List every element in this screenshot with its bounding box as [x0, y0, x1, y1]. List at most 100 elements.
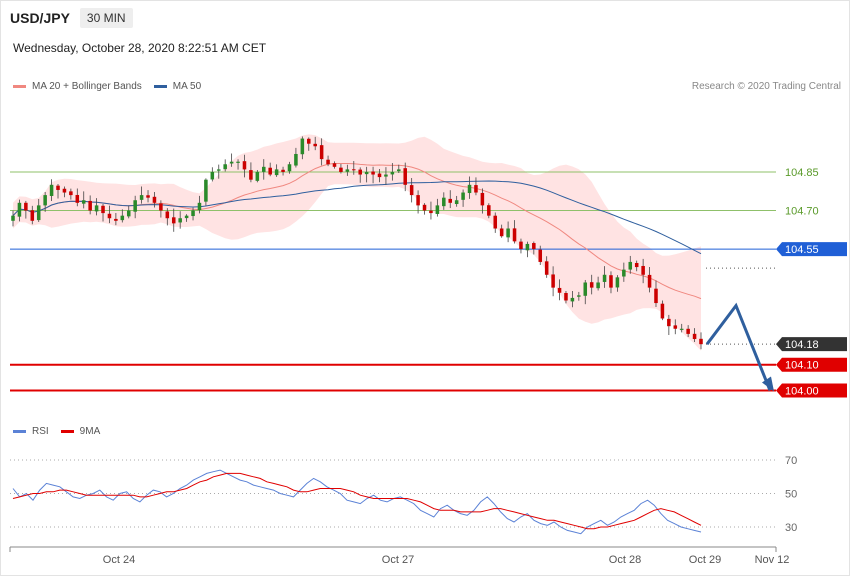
- candle-body: [165, 211, 170, 219]
- candle-body: [268, 167, 272, 175]
- candle-body: [249, 170, 253, 180]
- candle-body: [313, 143, 317, 147]
- candle-body: [364, 171, 369, 175]
- candle-body: [397, 169, 401, 172]
- candle-body: [88, 200, 92, 211]
- candle-body: [577, 295, 581, 297]
- x-tick-label: Oct 29: [689, 554, 721, 566]
- candle-body: [583, 282, 588, 296]
- rsi-legend: RSI 9MA: [13, 426, 112, 437]
- level-tag-104-18: [776, 337, 847, 352]
- level-label-104-55: 104.55: [785, 244, 819, 256]
- candle-body: [300, 138, 305, 155]
- candle-body: [43, 195, 47, 206]
- legend-swatch-rsi: [13, 430, 26, 433]
- level-tag-104-10: [776, 357, 847, 372]
- level-tag-104-00: [776, 383, 847, 398]
- legend-item-rsi: RSI: [13, 426, 49, 437]
- legend-label-9ma: 9MA: [79, 426, 101, 437]
- legend-label-ma50: MA 50: [172, 81, 202, 92]
- candle-body: [81, 200, 86, 204]
- level-label-104-85: 104.85: [785, 167, 819, 179]
- candle-body: [146, 195, 150, 198]
- x-tick-label: Oct 24: [103, 554, 135, 566]
- candle-body: [24, 202, 28, 211]
- candle-body: [442, 197, 446, 207]
- candle-body: [184, 215, 189, 219]
- legend-swatch-9ma: [60, 430, 74, 433]
- candle-body: [114, 218, 118, 221]
- candle-body: [107, 213, 112, 219]
- candle-body: [30, 210, 35, 221]
- candle-body: [319, 145, 324, 160]
- x-tick-label: Oct 27: [382, 554, 414, 566]
- candle-body: [332, 163, 337, 167]
- legend-swatch-ma20: [13, 85, 26, 88]
- legend-swatch-ma50: [153, 85, 167, 88]
- rsi-tick-label-50: 50: [785, 489, 797, 501]
- candle-body: [551, 274, 555, 288]
- candle-body: [126, 210, 131, 217]
- candle-body: [532, 243, 536, 250]
- candle-body: [557, 287, 562, 293]
- candle-body: [371, 171, 375, 175]
- forecast-arrowhead: [762, 376, 774, 392]
- chart-header: USD/JPY 30 MIN: [10, 7, 133, 29]
- candle-body: [390, 171, 395, 175]
- candle-body: [242, 161, 247, 170]
- candle-body: [615, 277, 620, 288]
- timestamp: Wednesday, October 28, 2020 8:22:51 AM C…: [13, 41, 267, 55]
- ma50-line: [12, 180, 702, 255]
- candle-body: [274, 169, 279, 176]
- candle-body: [647, 274, 652, 288]
- candle-body: [429, 210, 433, 214]
- candle-body: [679, 328, 684, 330]
- candle-body: [94, 205, 99, 212]
- candle-body: [467, 184, 472, 194]
- candle-body: [223, 164, 227, 170]
- candle-body: [589, 282, 594, 288]
- candle-body: [62, 188, 67, 193]
- candle-body: [17, 202, 22, 217]
- legend-item-9ma: 9MA: [60, 426, 101, 437]
- candle-body: [686, 328, 690, 334]
- candle-body: [673, 325, 678, 329]
- candle-body: [377, 173, 382, 178]
- candle-body: [525, 243, 530, 251]
- level-label-104-10: 104.10: [785, 360, 819, 372]
- candle-body: [416, 195, 420, 206]
- candle-body: [474, 185, 478, 193]
- bollinger-band-area: [13, 134, 701, 351]
- candle-body: [628, 261, 633, 270]
- rsi-tick-label-70: 70: [785, 455, 797, 467]
- candle-body: [512, 228, 517, 242]
- candle-body: [191, 210, 195, 217]
- timeframe-button[interactable]: 30 MIN: [79, 8, 133, 28]
- candle-body: [538, 249, 543, 262]
- candle-body: [159, 203, 163, 211]
- candle-body: [435, 205, 440, 214]
- candle-body: [454, 200, 459, 205]
- rsi-line: [12, 469, 702, 535]
- candle-body: [307, 138, 311, 144]
- level-tag-104-55: [776, 242, 847, 257]
- candle-body: [602, 274, 607, 282]
- candle-body: [519, 241, 523, 250]
- candle-body: [75, 194, 80, 203]
- forecast-arrow: [705, 302, 772, 391]
- candle-body: [480, 192, 485, 206]
- candle-body: [152, 196, 157, 203]
- candle-body: [358, 169, 362, 175]
- candle-body: [210, 171, 215, 180]
- candle-body: [622, 269, 626, 277]
- candle-body: [596, 282, 600, 289]
- candle-body: [667, 318, 671, 327]
- candle-body: [654, 288, 658, 304]
- candle-body: [345, 169, 350, 172]
- candle-body: [506, 228, 510, 238]
- candle-body: [204, 179, 208, 202]
- candle-body: [261, 166, 266, 172]
- candle-body: [493, 215, 498, 229]
- candle-body: [216, 169, 221, 171]
- candle-body: [255, 171, 260, 181]
